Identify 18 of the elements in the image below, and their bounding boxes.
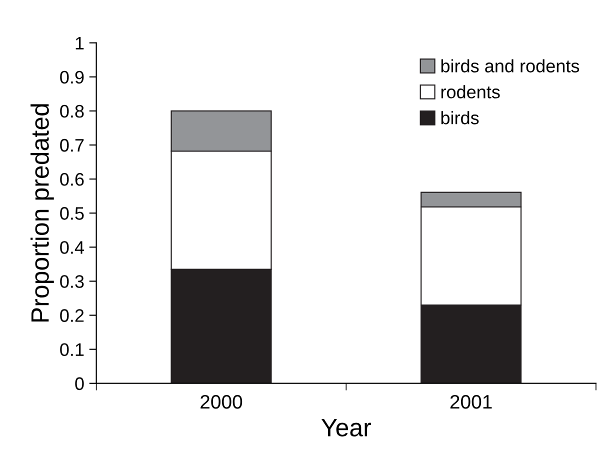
y-tick-label: 0 [75,377,84,390]
x-tick-label: 2001 [450,394,492,409]
y-tick-label: 0.4 [60,241,84,254]
y-tick-label: 0.9 [60,70,84,84]
y-tick-label: 0.3 [60,275,84,288]
legend-label: birds [441,111,479,124]
y-tick-label: 0.1 [60,343,84,356]
x-axis-title: Year [321,419,371,437]
legend-label: birds and rodents [441,59,580,72]
y-tick-label: 0.2 [60,309,84,322]
y-axis-title: Proportion predated [30,104,54,322]
x-tick-label: 2000 [200,394,242,409]
y-tick-label: 0.7 [60,138,84,152]
y-tick-label: 1 [76,36,84,50]
y-tick-label: 0.8 [60,104,84,118]
y-tick-label: 0.5 [60,207,84,220]
y-tick-label: 0.6 [60,172,84,186]
legend-label: rodents [441,85,500,98]
